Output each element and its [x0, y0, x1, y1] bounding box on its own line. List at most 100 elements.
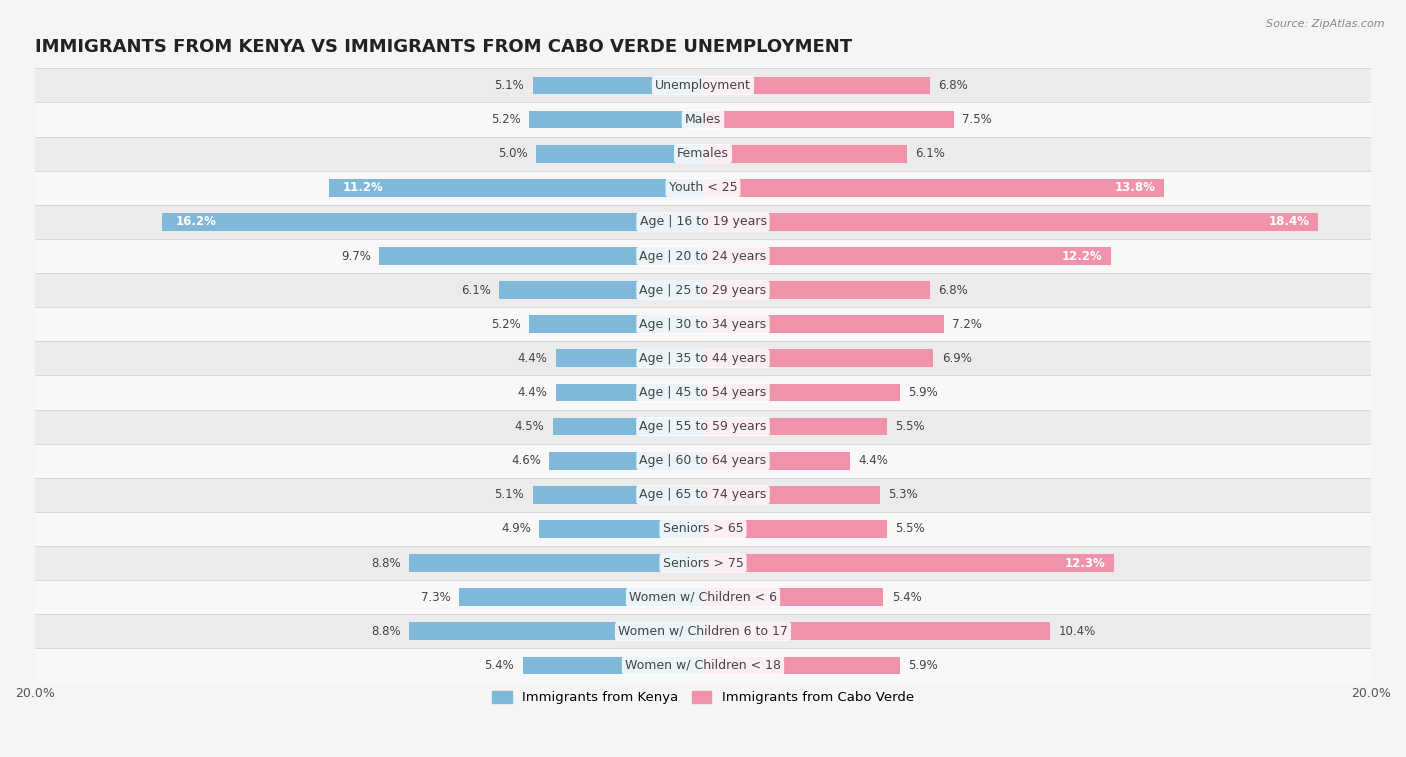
- Bar: [35, 614, 1371, 648]
- Bar: [703, 622, 1050, 640]
- Bar: [703, 350, 934, 367]
- Bar: [703, 588, 883, 606]
- Text: Unemployment: Unemployment: [655, 79, 751, 92]
- Text: Women w/ Children < 18: Women w/ Children < 18: [626, 659, 780, 672]
- Bar: [536, 145, 703, 163]
- Text: Seniors > 65: Seniors > 65: [662, 522, 744, 535]
- Text: Age | 55 to 59 years: Age | 55 to 59 years: [640, 420, 766, 433]
- Text: Youth < 25: Youth < 25: [669, 181, 737, 195]
- Text: 5.4%: 5.4%: [485, 659, 515, 672]
- Bar: [555, 384, 703, 401]
- Bar: [35, 136, 1371, 171]
- Bar: [553, 418, 703, 435]
- Text: Age | 16 to 19 years: Age | 16 to 19 years: [640, 216, 766, 229]
- Bar: [460, 588, 703, 606]
- Bar: [703, 179, 1164, 197]
- Text: Age | 65 to 74 years: Age | 65 to 74 years: [640, 488, 766, 501]
- Text: Seniors > 75: Seniors > 75: [662, 556, 744, 569]
- Text: 5.5%: 5.5%: [896, 522, 925, 535]
- Bar: [35, 102, 1371, 136]
- Text: 5.2%: 5.2%: [491, 113, 522, 126]
- Bar: [703, 316, 943, 333]
- Text: Source: ZipAtlas.com: Source: ZipAtlas.com: [1267, 19, 1385, 29]
- Text: 8.8%: 8.8%: [371, 556, 401, 569]
- Text: Women w/ Children 6 to 17: Women w/ Children 6 to 17: [619, 625, 787, 638]
- Bar: [703, 76, 931, 95]
- Text: 9.7%: 9.7%: [340, 250, 371, 263]
- Bar: [703, 452, 851, 469]
- Bar: [703, 520, 887, 537]
- Text: 6.1%: 6.1%: [461, 284, 491, 297]
- Bar: [35, 410, 1371, 444]
- Text: Age | 30 to 34 years: Age | 30 to 34 years: [640, 318, 766, 331]
- Text: Women w/ Children < 6: Women w/ Children < 6: [628, 590, 778, 603]
- Bar: [35, 307, 1371, 341]
- Bar: [703, 656, 900, 674]
- Text: Females: Females: [678, 147, 728, 160]
- Text: 5.3%: 5.3%: [889, 488, 918, 501]
- Text: 6.8%: 6.8%: [938, 79, 969, 92]
- Text: 4.4%: 4.4%: [517, 386, 548, 399]
- Bar: [409, 622, 703, 640]
- Text: Males: Males: [685, 113, 721, 126]
- Bar: [409, 554, 703, 572]
- Text: 12.2%: 12.2%: [1062, 250, 1102, 263]
- Bar: [35, 239, 1371, 273]
- Text: 11.2%: 11.2%: [342, 181, 382, 195]
- Text: Age | 25 to 29 years: Age | 25 to 29 years: [640, 284, 766, 297]
- Bar: [35, 580, 1371, 614]
- Text: Age | 60 to 64 years: Age | 60 to 64 years: [640, 454, 766, 467]
- Bar: [35, 546, 1371, 580]
- Bar: [540, 520, 703, 537]
- Text: 10.4%: 10.4%: [1059, 625, 1097, 638]
- Text: 18.4%: 18.4%: [1268, 216, 1309, 229]
- Bar: [499, 282, 703, 299]
- Text: 7.3%: 7.3%: [420, 590, 451, 603]
- Bar: [380, 247, 703, 265]
- Bar: [703, 247, 1111, 265]
- Bar: [35, 68, 1371, 102]
- Text: Age | 45 to 54 years: Age | 45 to 54 years: [640, 386, 766, 399]
- Text: 13.8%: 13.8%: [1115, 181, 1156, 195]
- Text: 5.2%: 5.2%: [491, 318, 522, 331]
- Bar: [35, 341, 1371, 375]
- Bar: [35, 273, 1371, 307]
- Bar: [703, 384, 900, 401]
- Text: 8.8%: 8.8%: [371, 625, 401, 638]
- Text: 6.8%: 6.8%: [938, 284, 969, 297]
- Text: 5.4%: 5.4%: [891, 590, 921, 603]
- Bar: [35, 205, 1371, 239]
- Text: 5.1%: 5.1%: [495, 79, 524, 92]
- Text: 5.9%: 5.9%: [908, 659, 938, 672]
- Bar: [703, 111, 953, 129]
- Bar: [703, 145, 907, 163]
- Bar: [162, 213, 703, 231]
- Bar: [329, 179, 703, 197]
- Bar: [35, 444, 1371, 478]
- Legend: Immigrants from Kenya, Immigrants from Cabo Verde: Immigrants from Kenya, Immigrants from C…: [486, 686, 920, 709]
- Bar: [533, 76, 703, 95]
- Text: 12.3%: 12.3%: [1064, 556, 1105, 569]
- Bar: [703, 554, 1114, 572]
- Text: 4.5%: 4.5%: [515, 420, 544, 433]
- Bar: [35, 171, 1371, 205]
- Bar: [550, 452, 703, 469]
- Text: 16.2%: 16.2%: [176, 216, 217, 229]
- Bar: [533, 486, 703, 503]
- Bar: [703, 486, 880, 503]
- Text: 5.0%: 5.0%: [498, 147, 527, 160]
- Bar: [703, 282, 931, 299]
- Bar: [35, 648, 1371, 683]
- Text: 7.2%: 7.2%: [952, 318, 981, 331]
- Text: 5.1%: 5.1%: [495, 488, 524, 501]
- Bar: [703, 213, 1317, 231]
- Text: 4.4%: 4.4%: [858, 454, 889, 467]
- Text: 4.6%: 4.6%: [512, 454, 541, 467]
- Bar: [35, 512, 1371, 546]
- Text: 4.4%: 4.4%: [517, 352, 548, 365]
- Text: Age | 20 to 24 years: Age | 20 to 24 years: [640, 250, 766, 263]
- Text: Age | 35 to 44 years: Age | 35 to 44 years: [640, 352, 766, 365]
- Bar: [555, 350, 703, 367]
- Bar: [35, 375, 1371, 410]
- Bar: [703, 418, 887, 435]
